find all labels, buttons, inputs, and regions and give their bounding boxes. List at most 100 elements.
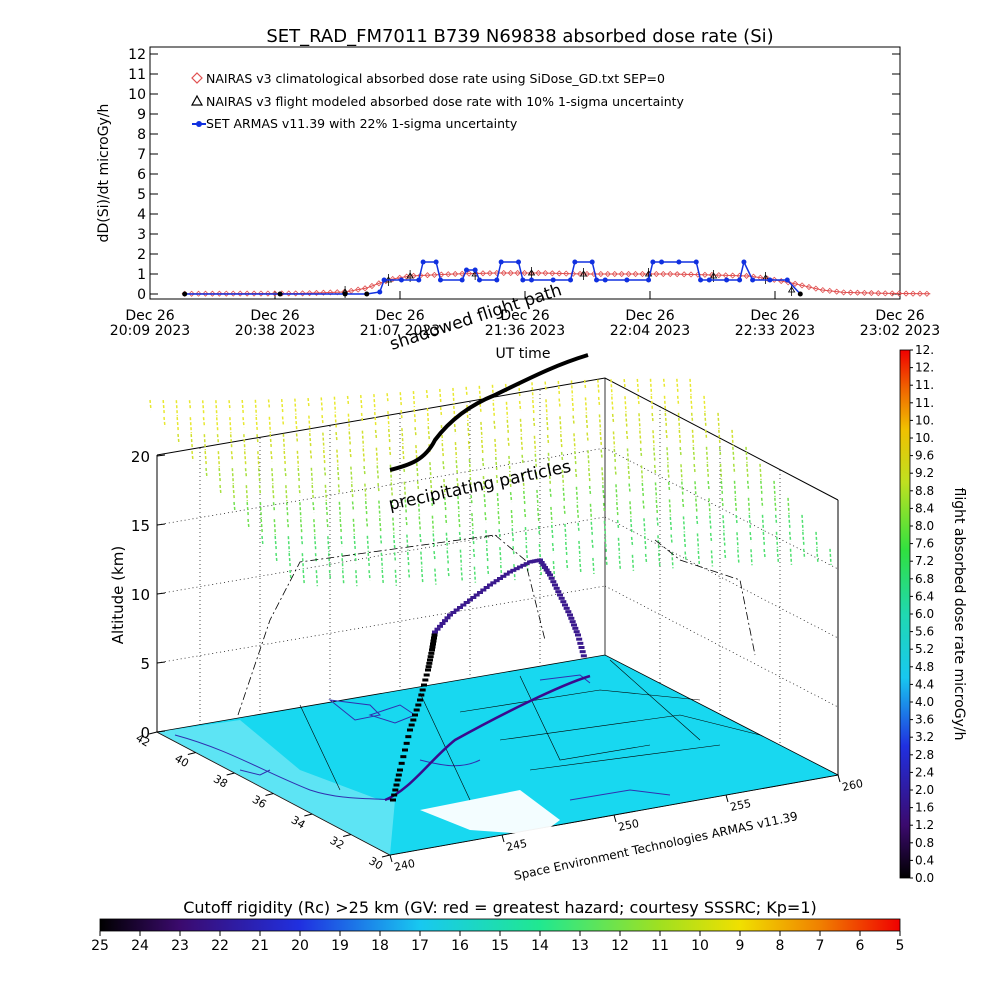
particle-mark — [638, 413, 641, 430]
particle-mark — [273, 519, 277, 536]
particle-mark — [746, 463, 749, 477]
particle-mark — [399, 392, 402, 406]
particle-mark — [630, 519, 633, 533]
altitude-tick — [156, 592, 166, 595]
particle-mark — [653, 447, 656, 461]
particle-mark — [327, 536, 330, 553]
particle-mark — [284, 468, 287, 479]
particle-mark — [376, 465, 379, 479]
particle-mark — [654, 482, 658, 499]
particle-mark — [707, 480, 710, 492]
particle-mark — [469, 477, 472, 491]
bottom-colorbar-tick-label: 16 — [451, 938, 469, 954]
particle-mark — [576, 504, 580, 518]
latitude-ticks: 42 40 38 36 34 32 30 — [134, 731, 391, 873]
particle-mark — [637, 395, 640, 407]
particle-mark — [776, 548, 780, 562]
particle-mark — [389, 464, 393, 481]
particle-mark — [617, 537, 621, 554]
particle-mark — [552, 561, 556, 578]
right-colorbar-tick-label: 11. — [915, 396, 934, 410]
right-colorbar-tick-label: 3.6 — [915, 713, 934, 727]
particle-mark — [524, 527, 528, 544]
legend-dot-icon — [196, 121, 202, 127]
particle-mark — [691, 429, 695, 446]
particle-mark — [693, 463, 696, 475]
nairas-clim-point — [903, 290, 910, 297]
particle-mark — [394, 569, 398, 586]
particle-mark — [229, 417, 232, 434]
particle-mark — [458, 531, 462, 543]
nairas-clim-point — [840, 289, 847, 296]
particle-mark — [666, 447, 669, 464]
particle-mark — [705, 446, 709, 463]
particle-mark — [732, 446, 735, 460]
nairas-clim-point — [923, 290, 930, 297]
particle-mark — [571, 397, 575, 411]
nairas-clim-point — [701, 271, 708, 278]
particle-mark — [335, 432, 338, 443]
nairas-clim-point — [667, 270, 674, 278]
particle-mark — [538, 544, 542, 561]
particle-mark — [717, 412, 720, 429]
particle-mark — [457, 496, 460, 513]
nairas-clim-point — [452, 270, 459, 278]
particle-mark — [481, 439, 484, 454]
particle-mark — [457, 514, 461, 528]
nairas-clim-point — [549, 270, 556, 277]
particle-mark — [243, 434, 246, 451]
particle-mark — [498, 529, 501, 540]
flight-path-mark — [439, 622, 446, 625]
nairas-clim-point — [479, 270, 487, 277]
particle-mark — [350, 484, 354, 498]
particle-mark — [628, 483, 631, 494]
right-colorbar-tick-label: 3.2 — [915, 730, 934, 744]
particle-mark — [496, 493, 500, 510]
particle-mark — [668, 499, 672, 516]
armas-point — [741, 259, 747, 265]
flight-path-mark — [430, 639, 437, 643]
nairas-clim-point — [355, 286, 362, 293]
flight-path-mark — [442, 619, 448, 623]
flight-path-mark — [517, 565, 523, 569]
particle-mark — [644, 553, 648, 565]
nairas-clim-point — [271, 290, 278, 297]
particle-mark — [546, 417, 549, 431]
particle-mark — [400, 410, 403, 421]
particle-mark — [442, 461, 445, 472]
particle-mark — [353, 535, 356, 550]
top-x-tick-label-date: Dec 26 — [750, 308, 799, 324]
particle-mark — [657, 535, 660, 552]
flight-path-mark — [429, 648, 435, 652]
particle-mark — [454, 442, 458, 459]
right-colorbar-tick-label: 2.4 — [915, 765, 934, 779]
right-colorbar-tick-label: 2.0 — [915, 783, 934, 797]
particle-mark — [378, 518, 382, 532]
particle-mark — [697, 550, 701, 564]
right-colorbar-tick-label: 0.4 — [915, 853, 934, 867]
armas-point — [364, 291, 370, 297]
particle-mark — [721, 497, 724, 509]
particle-mark — [443, 497, 447, 511]
nairas-clim-point — [916, 290, 924, 297]
particle-mark — [548, 470, 552, 484]
latitude-tick — [148, 731, 158, 735]
nairas-clim-point — [611, 270, 618, 278]
flight-path-mark — [537, 558, 543, 562]
particle-mark — [414, 427, 417, 438]
particle-mark — [255, 416, 258, 431]
particle-mark — [624, 396, 627, 413]
shadowed-flight-path-line — [389, 353, 589, 472]
particle-mark — [459, 549, 463, 566]
particle-mark — [467, 440, 471, 452]
particle-mark — [550, 506, 553, 523]
latitude-tick — [265, 793, 274, 796]
nairas-clim-point — [868, 289, 875, 297]
latitude-tick-label: 32 — [328, 834, 347, 852]
particle-mark — [339, 518, 342, 533]
armas-point — [433, 259, 439, 265]
particle-mark — [326, 519, 329, 530]
particle-mark — [642, 500, 645, 511]
particle-mark — [564, 523, 567, 540]
particle-mark — [300, 536, 304, 547]
